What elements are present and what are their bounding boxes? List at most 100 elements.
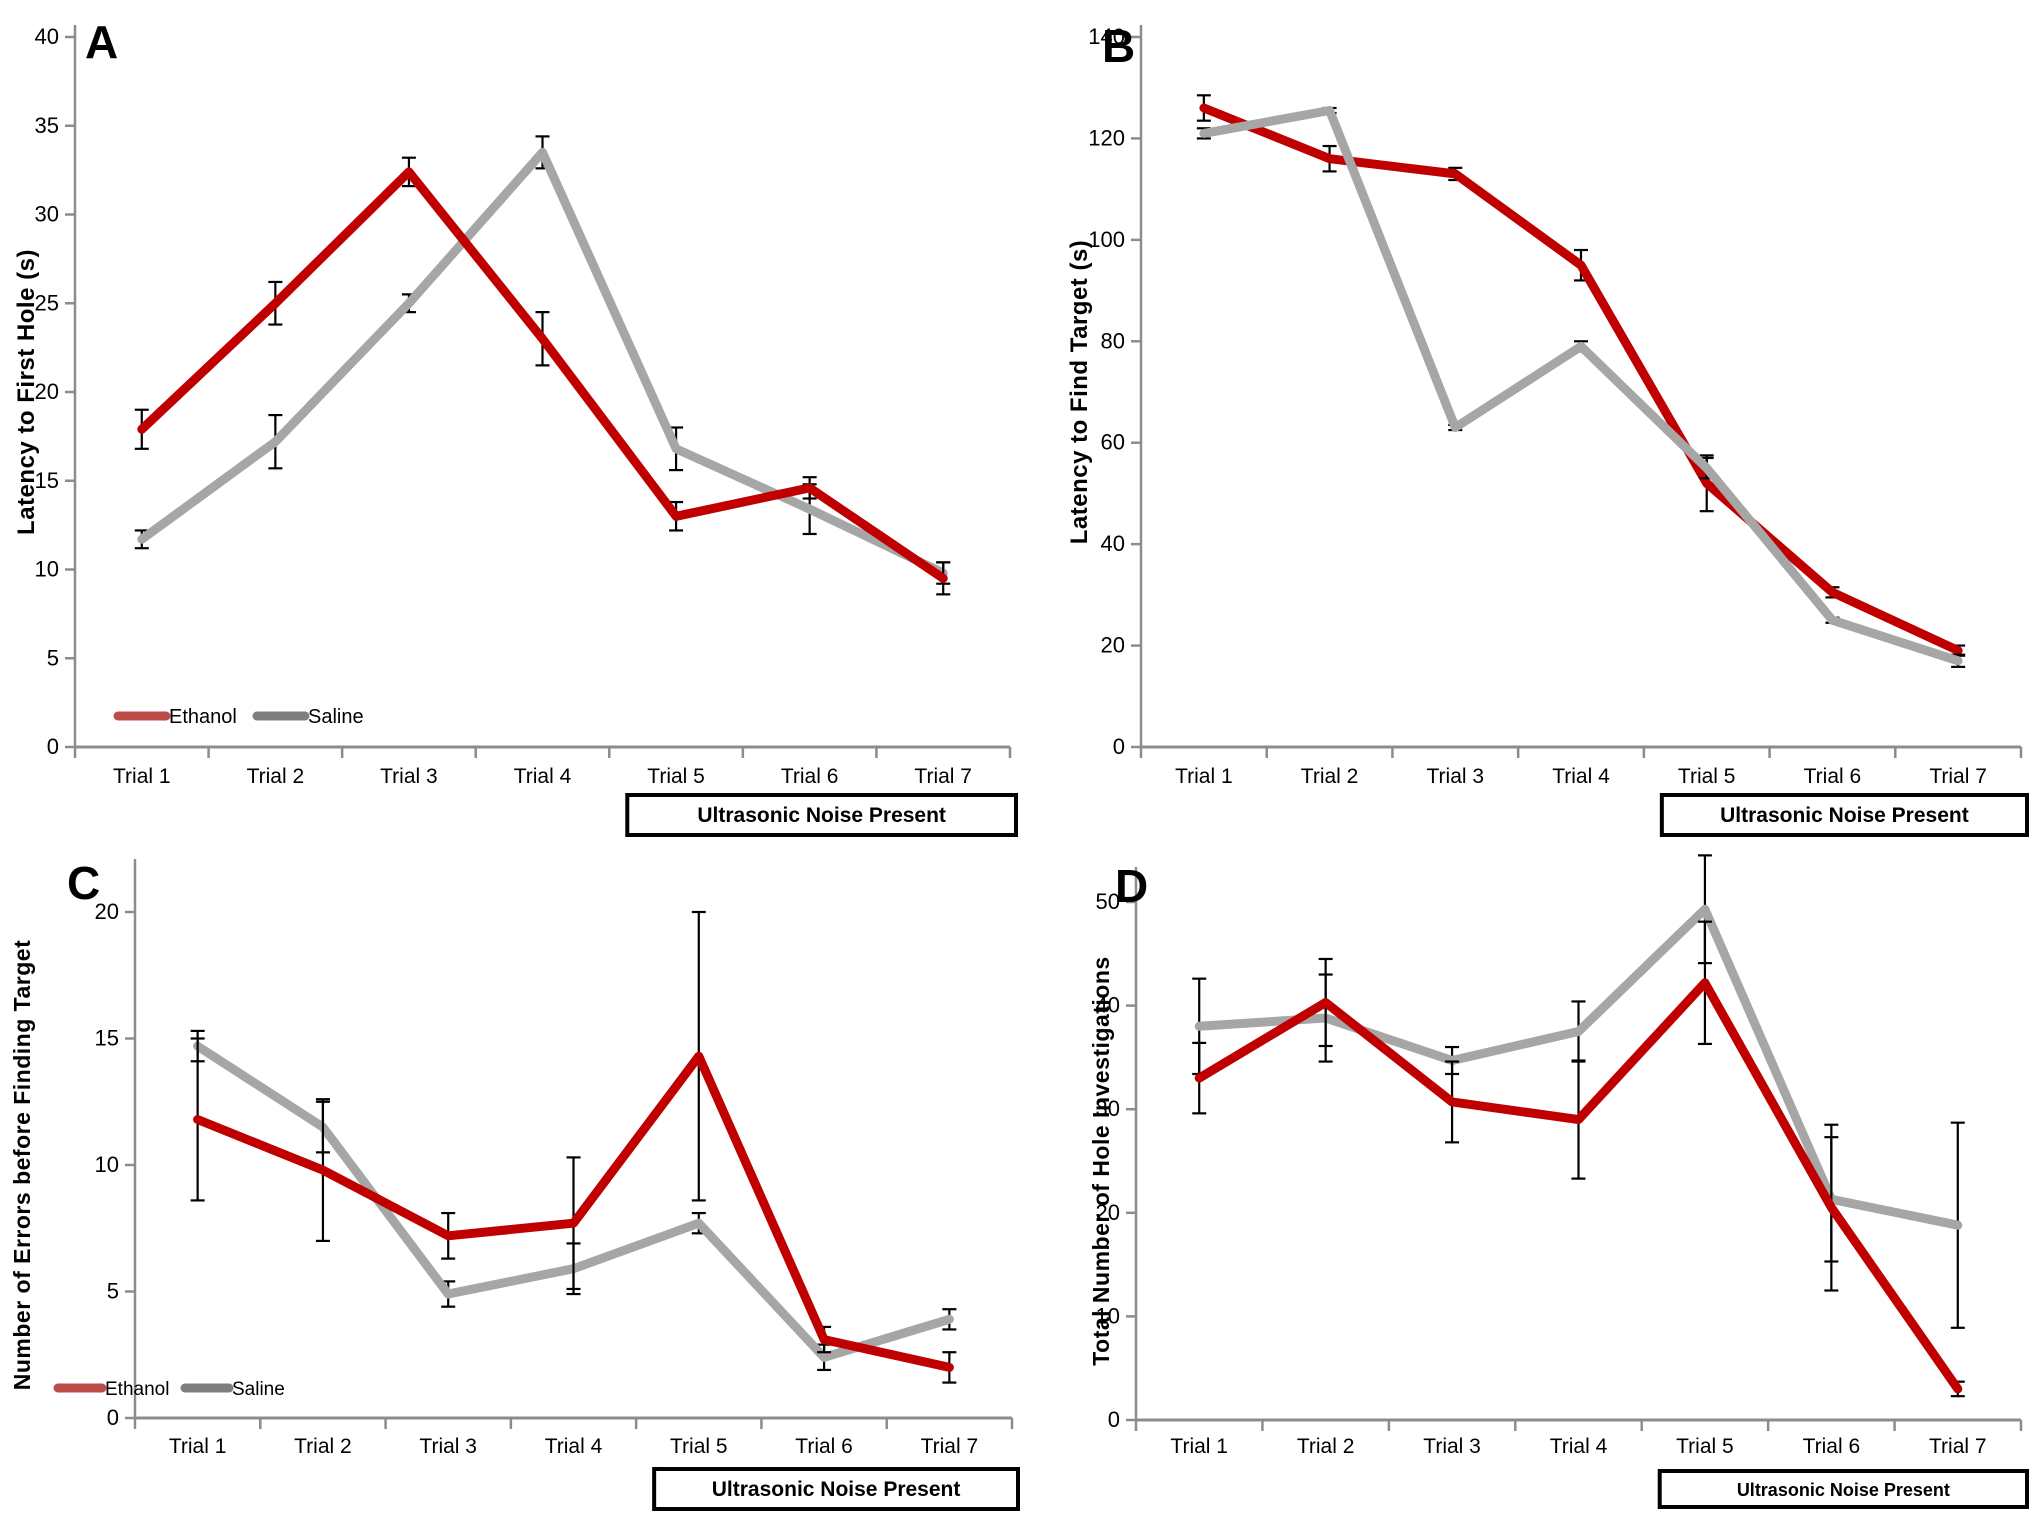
legend: Ethanol Saline — [113, 706, 364, 728]
noise-annotation-rect — [625, 793, 1018, 837]
x-tick-label: Trial 4 — [514, 765, 572, 788]
x-tick-label: Trial 7 — [1929, 1435, 1987, 1458]
noise-annotation-box: Ultrasonic Noise Present — [1659, 793, 2029, 837]
noise-annotation-box: Ultrasonic Noise Present — [1657, 1469, 2029, 1509]
x-tick-label: Trial 1 — [169, 1435, 227, 1458]
y-axis-title: Latency to First Hole (s) — [13, 249, 40, 535]
x-tick-label: Trial 3 — [419, 1435, 477, 1458]
panel-d: 0 10 20 30 40 50 Trial 1 Trial 2 Trial 3 Trial 4 T… — [1021, 845, 2042, 1514]
error-bars-ethanol — [190, 910, 957, 1384]
series-line-saline — [1199, 106, 1963, 666]
y-axis-title: Latency to Find Target (s) — [1066, 240, 1093, 545]
y-tick-label: 0 — [1113, 734, 1125, 759]
axes — [1131, 25, 2023, 758]
noise-annotation-rect — [652, 1467, 1021, 1511]
y-tick-label: 40 — [35, 24, 59, 49]
panel-letter: D — [1115, 860, 1148, 912]
y-tick-label: 25 — [35, 290, 59, 315]
x-tick-label: Trial 5 — [670, 1435, 728, 1458]
y-tick-label: 80 — [1101, 328, 1125, 353]
y-tick-label: 10 — [1096, 1303, 1120, 1328]
y-tick-label: 15 — [35, 468, 59, 493]
y-tick-label: 30 — [35, 202, 59, 227]
x-tick-label: Trial 5 — [1676, 1435, 1734, 1458]
y-tick-label: 20 — [1096, 1200, 1120, 1225]
x-tick-label: Trial 1 — [1175, 765, 1233, 788]
x-tick-label: Trial 5 — [647, 765, 705, 788]
y-tick-label: 140 — [1088, 24, 1125, 49]
legend: Ethanol Saline — [53, 1379, 285, 1400]
x-tick-label: Trial 2 — [1297, 1435, 1355, 1458]
x-tick-label: Trial 7 — [921, 1435, 979, 1458]
panel-letter: B — [1102, 20, 1135, 72]
x-tick-label: Trial 6 — [1803, 1435, 1861, 1458]
noise-annotation-box: Ultrasonic Noise Present — [652, 1467, 1021, 1511]
x-tick-label: Trial 2 — [247, 765, 305, 788]
x-tick-label: Trial 4 — [1552, 765, 1610, 788]
y-tick-label: 20 — [35, 379, 59, 404]
axes — [65, 25, 1012, 758]
panel-a: 0 5 10 15 20 25 30 35 40 Trial 1 Trial 2 Trial 3 Tri… — [0, 0, 1021, 845]
y-tick-label: 5 — [47, 645, 59, 670]
x-tick-label: Trial 2 — [1301, 765, 1359, 788]
panel-letter: C — [67, 857, 100, 909]
x-tick-label: Trial 6 — [1804, 765, 1862, 788]
noise-annotation-label: Ultrasonic Noise Present — [697, 804, 946, 827]
x-tick-label: Trial 1 — [113, 765, 171, 788]
legend-label-saline: Saline — [232, 1379, 285, 1400]
noise-annotation-label: Ultrasonic Noise Present — [712, 1478, 961, 1501]
panel-c-chart: 0 5 10 15 20 Trial 1 Trial 2 Trial 3 Trial 4 Tria… — [9, 857, 1021, 1511]
series-line-ethanol — [1194, 978, 1963, 1394]
x-tick-label: Trial 3 — [380, 765, 438, 788]
axes — [1126, 867, 2023, 1431]
error-bars-saline — [1196, 106, 1966, 668]
y-tick-label: 40 — [1101, 531, 1125, 556]
y-tick-label: 10 — [95, 1152, 119, 1177]
error-bars-ethanol — [1192, 920, 1965, 1398]
panel-b-chart: 0 20 40 60 80 100 120 140 Trial 1 Trial 2 Trial 3 T… — [1066, 20, 2029, 837]
x-tick-label: Trial 7 — [1929, 765, 1987, 788]
y-tick-label: 5 — [107, 1279, 119, 1304]
panel-d-chart: 0 10 20 30 40 50 Trial 1 Trial 2 Trial 3 Trial 4 T… — [1088, 854, 2029, 1509]
legend-label-saline: Saline — [308, 706, 364, 728]
y-tick-label: 35 — [35, 113, 59, 138]
x-tick-label: Trial 6 — [781, 765, 839, 788]
y-tick-label: 10 — [35, 557, 59, 582]
y-tick-label: 20 — [95, 899, 119, 924]
y-tick-label: 60 — [1101, 430, 1125, 455]
error-bars-ethanol — [134, 156, 951, 596]
x-tick-label: Trial 3 — [1423, 1435, 1481, 1458]
panel-a-chart: 0 5 10 15 20 25 30 35 40 Trial 1 Trial 2 Trial 3 Tri… — [13, 16, 1018, 837]
y-tick-label: 15 — [95, 1026, 119, 1051]
x-tick-label: Trial 4 — [545, 1435, 603, 1458]
panel-b: 0 20 40 60 80 100 120 140 Trial 1 Trial 2 Trial 3 T… — [1021, 0, 2042, 845]
noise-annotation-box: Ultrasonic Noise Present — [625, 793, 1018, 837]
legend-label-ethanol: Ethanol — [105, 1379, 169, 1400]
error-bars-ethanol — [1196, 94, 1966, 657]
y-tick-label: 40 — [1096, 993, 1120, 1018]
x-tick-label: Trial 3 — [1426, 765, 1484, 788]
noise-annotation-label: Ultrasonic Noise Present — [1737, 1480, 1950, 1500]
y-axis-title: Total Number of Hole Investigations — [1088, 956, 1114, 1365]
noise-annotation-label: Ultrasonic Noise Present — [1720, 804, 1969, 827]
y-tick-label: 0 — [1108, 1407, 1120, 1432]
y-tick-label: 0 — [47, 734, 59, 759]
noise-annotation-rect — [1659, 793, 2029, 837]
y-tick-label: 0 — [107, 1405, 119, 1430]
axes — [125, 859, 1014, 1429]
panel-c: 0 5 10 15 20 Trial 1 Trial 2 Trial 3 Trial 4 Tria… — [0, 845, 1021, 1514]
y-axis-title: Number of Errors before Finding Target — [9, 940, 35, 1391]
series-line-saline — [137, 147, 948, 578]
panel-letter: A — [85, 16, 118, 68]
x-tick-label: Trial 7 — [914, 765, 972, 788]
y-tick-label: 120 — [1088, 125, 1125, 150]
x-tick-label: Trial 1 — [1170, 1435, 1228, 1458]
x-tick-label: Trial 2 — [294, 1435, 352, 1458]
y-tick-label: 100 — [1088, 227, 1125, 252]
legend-label-ethanol: Ethanol — [169, 706, 237, 728]
series-line-ethanol — [1199, 103, 1963, 656]
x-tick-label: Trial 6 — [795, 1435, 853, 1458]
y-tick-label: 30 — [1096, 1096, 1120, 1121]
x-tick-label: Trial 4 — [1550, 1435, 1608, 1458]
